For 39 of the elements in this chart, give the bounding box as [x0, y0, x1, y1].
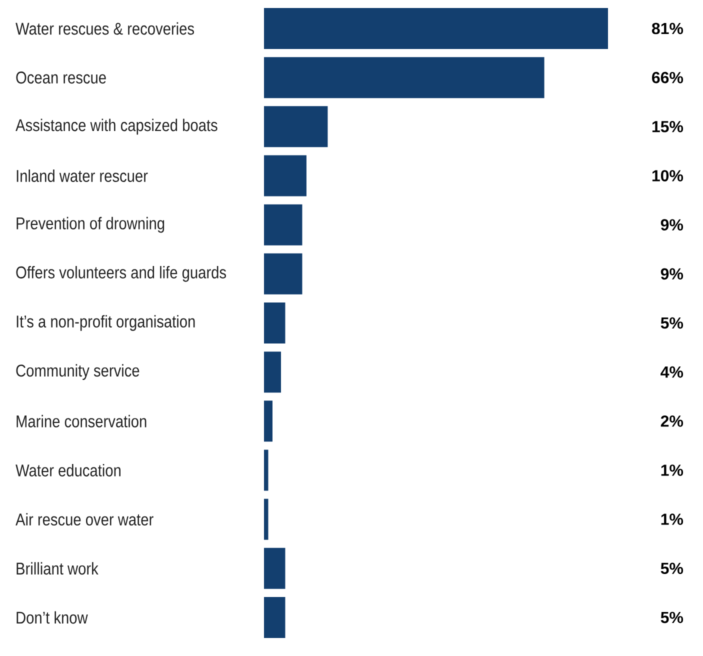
bar [264, 450, 268, 491]
y-tick-label: Water rescues & recoveries [16, 22, 194, 35]
bar [264, 155, 306, 196]
y-tick-label: Air rescue over water [16, 513, 154, 526]
data-label: 81% [652, 22, 684, 34]
bar [264, 352, 281, 393]
bar [264, 302, 286, 344]
data-label: 5% [660, 317, 684, 329]
y-tick-label: Offers volunteers and life guards [16, 266, 226, 282]
data-label: 66% [652, 72, 684, 84]
y-tick-label: Water education [16, 464, 120, 476]
data-label: 10% [652, 170, 684, 182]
bar [264, 253, 302, 294]
data-label: 9% [660, 268, 684, 280]
y-tick-label: Assistance with capsized boats [16, 118, 218, 135]
bar [264, 57, 544, 98]
data-label: 15% [652, 121, 684, 132]
data-label: 1% [661, 514, 684, 525]
y-tick-label: Don’t know [16, 611, 88, 624]
bar [264, 204, 302, 246]
y-tick-label: Community service [16, 364, 140, 380]
bar [264, 400, 272, 442]
bar [264, 8, 608, 50]
bar [264, 498, 268, 540]
data-label: 5% [660, 562, 684, 574]
data-label: 2% [660, 416, 684, 427]
y-tick-label: Prevention of drowning [16, 216, 164, 233]
y-tick-label: Marine conservation [16, 414, 146, 428]
y-tick-label: Brilliant work [16, 562, 98, 575]
bar [264, 106, 328, 148]
y-tick-label: Ocean rescue [16, 72, 106, 84]
data-label: 1% [661, 464, 684, 476]
y-tick-label: It’s a non-profit organisation [16, 315, 195, 331]
data-label: 9% [660, 219, 684, 230]
bar [264, 548, 286, 589]
data-label: 5% [660, 612, 684, 624]
y-tick-label: Inland water rescuer [16, 170, 148, 182]
data-label: 4% [660, 366, 684, 378]
bar [264, 596, 286, 638]
